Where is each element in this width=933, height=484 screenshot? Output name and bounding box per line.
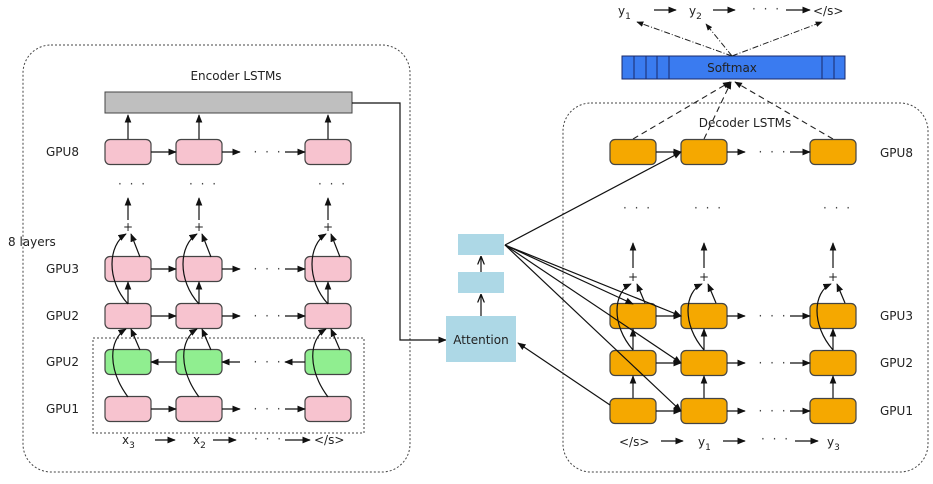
encoder-input: x3 — [122, 433, 135, 451]
decoder-lstm-cell — [609, 397, 657, 425]
ellipsis: · · · — [118, 177, 147, 191]
decoder-input: y1 — [698, 435, 711, 453]
encoder-lstm-cell — [304, 395, 352, 423]
attention-context-box — [458, 234, 504, 255]
attention-context-line — [504, 244, 682, 364]
output-sequence: y1 y2 </s> · · · — [618, 2, 843, 22]
ellipsis: · · · — [759, 356, 788, 370]
decoder-lstm-cell — [680, 138, 728, 166]
residual-plus: + — [194, 220, 204, 234]
residual-plus: + — [828, 270, 838, 284]
softmax-block: Softmax — [621, 21, 846, 80]
output-token: y2 — [689, 4, 702, 22]
encoder-to-attention-line — [352, 102, 447, 344]
residual-plus: + — [699, 270, 709, 284]
ellipsis: · · · — [254, 145, 283, 159]
attention-context-line — [504, 244, 682, 412]
attention-box — [446, 316, 516, 362]
encoder-title: Encoder LSTMs — [190, 69, 281, 83]
svg-text:· · ·: · · · — [761, 432, 790, 446]
decoder-frame — [562, 102, 929, 473]
encoder-lstm-cell — [304, 138, 352, 166]
attention-block: Attention — [446, 234, 516, 362]
softmax-label: Softmax — [707, 61, 757, 75]
svg-text:· · ·: · · · — [254, 432, 283, 446]
decoder-lstm-cell — [609, 138, 657, 166]
encoder-lstm-cell — [104, 395, 152, 423]
ellipsis: · · · — [823, 201, 852, 215]
encoder-lstm-cell — [104, 138, 152, 166]
residual-plus: + — [123, 220, 133, 234]
ellipsis: · · · — [254, 262, 283, 276]
decoder-lstm-cell — [809, 349, 857, 377]
bidirectional-group — [92, 337, 365, 434]
ellipsis: · · · — [759, 145, 788, 159]
row-label: GPU2 — [880, 356, 913, 370]
encoder-lstm-cell — [104, 348, 152, 376]
encoder-lstm-cell — [304, 302, 352, 330]
encoder-lstm-cell — [304, 348, 352, 376]
encoder-lstm-cell — [175, 395, 223, 423]
encoder: Encoder LSTMs 8 layers GPU8 GPU3 GPU2 GP… — [8, 44, 411, 473]
attention-context-line — [504, 151, 682, 246]
ellipsis: · · · — [189, 177, 218, 191]
decoder-lstm-cell — [809, 397, 857, 425]
decoder-to-attention-line — [517, 342, 611, 406]
row-label: GPU2 — [46, 355, 79, 369]
ellipsis: · · · — [759, 404, 788, 418]
decoder-input: y3 — [827, 435, 840, 453]
attention-label: Attention — [453, 333, 508, 347]
ellipsis: · · · — [254, 309, 283, 323]
ellipsis: · · · — [254, 402, 283, 416]
decoder-lstm-cell — [609, 349, 657, 377]
encoder-output-bar — [104, 91, 353, 114]
ellipsis: · · · — [623, 201, 652, 215]
attention-context-line — [504, 244, 682, 317]
encoder-lstm-cell — [104, 302, 152, 330]
row-label: GPU1 — [880, 404, 913, 418]
output-token: y1 — [618, 4, 631, 22]
ellipsis: · · · — [254, 355, 283, 369]
encoder-input: x2 — [193, 433, 206, 451]
svg-text:· · ·: · · · — [752, 2, 781, 16]
decoder-lstm-cell — [680, 349, 728, 377]
attention-context-box — [458, 272, 504, 293]
ellipsis: · · · — [318, 177, 347, 191]
row-label: GPU3 — [46, 262, 79, 276]
residual-plus: + — [628, 270, 638, 284]
row-label: GPU2 — [46, 309, 79, 323]
row-label: GPU1 — [46, 402, 79, 416]
encoder-lstm-cell — [175, 348, 223, 376]
attention-context-line — [504, 244, 634, 305]
encoder-frame — [22, 44, 411, 473]
ellipsis: · · · — [759, 309, 788, 323]
decoder: Decoder LSTMs GPU8 GPU3 GPU2 GPU1 · · · ·… — [504, 81, 929, 473]
row-label: GPU8 — [46, 145, 79, 159]
layers-label: 8 layers — [8, 235, 56, 249]
encoder-lstm-cell — [175, 138, 223, 166]
decoder-lstm-cell — [809, 138, 857, 166]
row-label: GPU8 — [880, 146, 913, 160]
decoder-lstm-cell — [680, 397, 728, 425]
encoder-input: </s> — [314, 433, 344, 447]
residual-plus: + — [323, 220, 333, 234]
softmax-bar — [621, 55, 846, 80]
decoder-title: Decoder LSTMs — [699, 116, 792, 130]
encoder-lstm-cell — [175, 302, 223, 330]
row-label: GPU3 — [880, 309, 913, 323]
decoder-input: </s> — [619, 435, 649, 449]
ellipsis: · · · — [694, 201, 723, 215]
output-token: </s> — [813, 4, 843, 18]
